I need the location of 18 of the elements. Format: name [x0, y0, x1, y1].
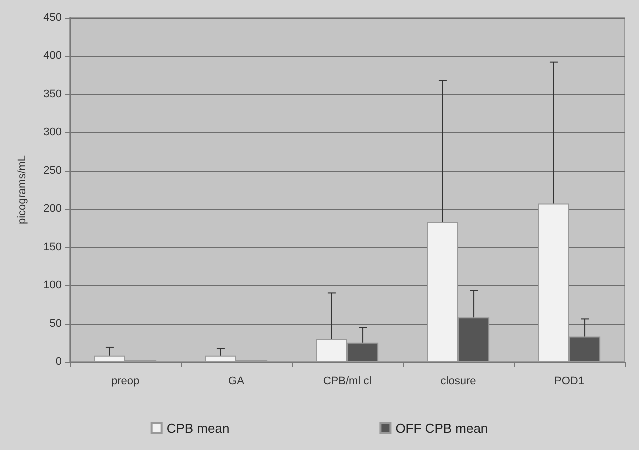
x-tick-label: GA: [228, 376, 246, 388]
y-tick-label: 0: [56, 356, 62, 368]
y-tick-label: 200: [44, 203, 62, 216]
y-tick-label: 250: [44, 164, 62, 177]
legend-label: CPB mean: [166, 421, 230, 436]
y-tick-label: 50: [50, 318, 62, 330]
x-tick-label: closure: [440, 376, 476, 388]
y-tick-label: 300: [44, 126, 62, 139]
y-tick-label: 150: [44, 241, 62, 254]
x-tick-label: CPB/ml cl: [323, 376, 372, 388]
y-axis-title: picograms/mL: [16, 155, 28, 225]
y-tick-label: 450: [44, 12, 62, 24]
y-tick-label: 400: [44, 50, 62, 62]
y-tick-label: 350: [44, 88, 62, 100]
x-tick-label: preop: [111, 376, 140, 388]
legend-label: OFF CPB mean: [396, 421, 488, 436]
y-tick-label: 100: [44, 280, 62, 292]
x-tick-label: POD1: [554, 376, 584, 388]
